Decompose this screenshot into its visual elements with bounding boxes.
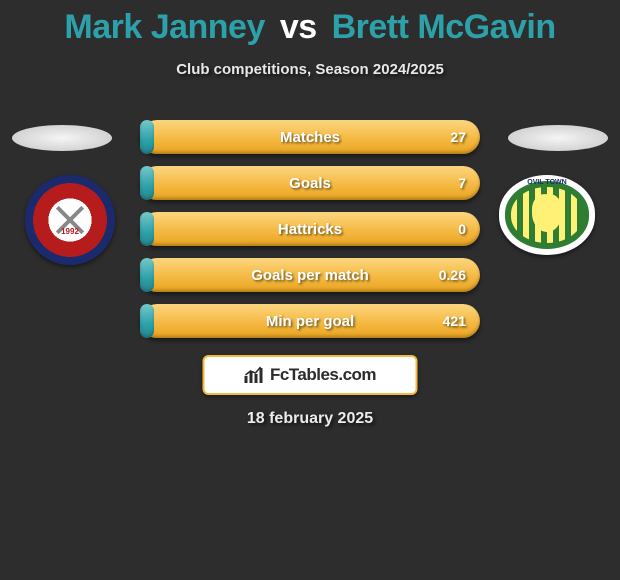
stat-value-right: 0.26 [439,267,466,283]
stat-row-goals: Goals 7 [140,166,480,200]
stat-value-right: 421 [443,313,466,329]
club-badge-right-text: OVIL TOWN [499,179,595,186]
bar-chart-icon [244,366,266,384]
stat-row-min-per-goal: Min per goal 421 [140,304,480,338]
stat-label: Hattricks [278,221,342,238]
snapshot-date: 18 february 2025 [0,410,620,428]
stat-label: Goals [289,175,331,192]
stat-fill [140,212,154,246]
stats-bars: Matches 27 Goals 7 Hattricks 0 Goals per… [140,120,480,350]
stat-label: Matches [280,129,340,146]
player2-name: Brett McGavin [332,8,556,46]
stat-row-matches: Matches 27 [140,120,480,154]
stat-value-right: 7 [458,175,466,191]
page-title: Mark Janney vs Brett McGavin [0,0,620,47]
club-badge-left: 1992 [25,175,115,265]
stat-row-goals-per-match: Goals per match 0.26 [140,258,480,292]
player1-platform [12,125,112,151]
stat-value-right: 27 [450,129,466,145]
stat-fill [140,166,154,200]
player2-platform [508,125,608,151]
stat-row-hattricks: Hattricks 0 [140,212,480,246]
subtitle: Club competitions, Season 2024/2025 [0,61,620,78]
stat-value-right: 0 [458,221,466,237]
stat-fill [140,304,154,338]
stat-fill [140,120,154,154]
vs-text: vs [280,8,317,46]
site-name: FcTables.com [270,365,376,385]
stat-label: Min per goal [266,313,354,330]
player1-name: Mark Janney [64,8,265,46]
site-logo[interactable]: FcTables.com [203,355,418,395]
stat-fill [140,258,154,292]
club-badge-left-year: 1992 [25,227,115,236]
club-badge-right: OVIL TOWN [499,175,595,255]
stat-label: Goals per match [251,267,369,284]
